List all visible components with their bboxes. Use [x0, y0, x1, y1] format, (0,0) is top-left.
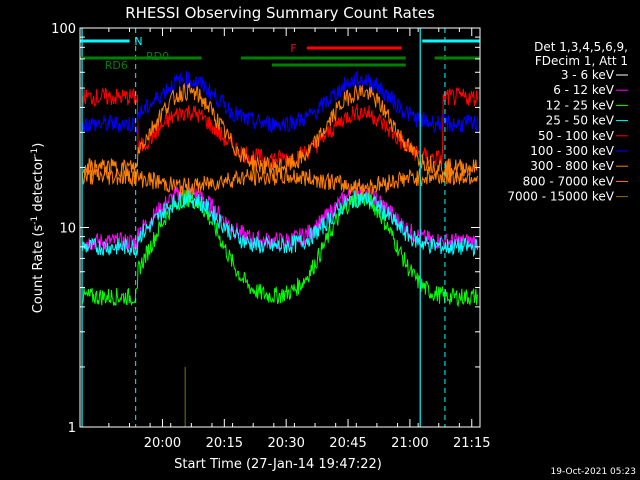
x-tick-label: 20:00	[144, 436, 181, 451]
x-tick-label: 20:15	[206, 436, 243, 451]
x-tick-label: 21:15	[453, 436, 490, 451]
flag-bars: N F RD0 RD6	[80, 35, 480, 72]
flag-label-f: F	[290, 42, 296, 55]
legend-header: Det 1,3,4,5,6,9,	[534, 40, 628, 54]
legend-entry-label: 3 - 6 keV	[561, 68, 615, 82]
x-axis-label: Start Time (27-Jan-14 19:47:22)	[174, 457, 382, 472]
legend-entry-label: 300 - 800 keV	[530, 159, 614, 173]
series-line	[82, 69, 478, 134]
x-tick-label: 21:00	[391, 436, 428, 451]
x-tick-label: 20:45	[329, 436, 366, 451]
y-axis: 1 10 100	[51, 22, 480, 436]
series-line	[82, 167, 478, 196]
legend-header: FDecim 1, Att 1	[535, 54, 628, 68]
series-line	[82, 82, 478, 177]
legend-entry-label: 7000 - 15000 keV	[507, 190, 614, 204]
footer-date: 19-Oct-2021 05:23	[551, 467, 636, 477]
legend-entry-label: 50 - 100 keV	[538, 129, 615, 143]
series-line	[82, 189, 478, 308]
legend-entry-label: 100 - 300 keV	[530, 144, 614, 158]
x-axis: 20:00 20:15 20:30 20:45 21:00 21:15	[108, 28, 490, 451]
flag-label-n: N	[134, 35, 142, 48]
legend-entry-label: 25 - 50 keV	[546, 114, 615, 128]
flag-label-rd0: RD0	[146, 50, 169, 63]
legend-entry-label: 800 - 7000 keV	[523, 174, 615, 188]
data-traces	[81, 28, 478, 427]
y-axis-label: Count Rate (s-1 detector-1)	[30, 143, 46, 314]
legend-entry-label: 6 - 12 keV	[553, 83, 615, 97]
y-tick-label: 10	[59, 222, 76, 237]
y-tick-label: 1	[68, 421, 76, 436]
y-tick-label: 100	[51, 22, 76, 37]
x-tick-label: 20:30	[267, 436, 304, 451]
chart-title: RHESSI Observing Summary Count Rates	[125, 4, 435, 22]
series-line	[82, 184, 478, 251]
series-line	[82, 189, 478, 258]
series-line	[82, 86, 478, 168]
legend: Det 1,3,4,5,6,9,FDecim 1, Att 13 - 6 keV…	[507, 40, 628, 204]
flag-label-rd6: RD6	[105, 59, 128, 72]
legend-entry-label: 12 - 25 keV	[546, 98, 615, 112]
